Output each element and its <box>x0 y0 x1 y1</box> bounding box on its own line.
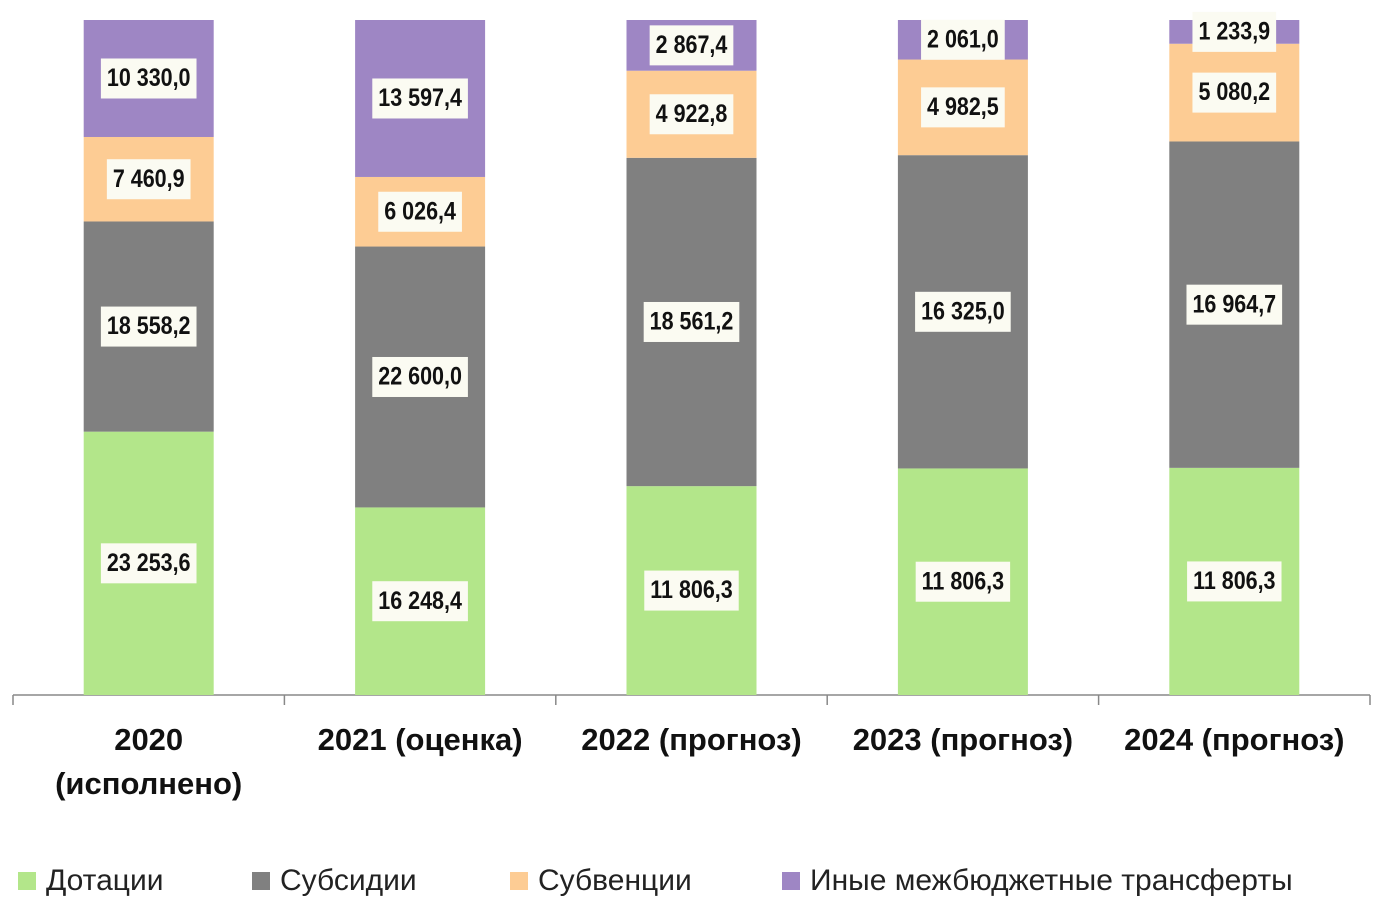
data-label-box <box>1192 72 1277 113</box>
data-label: 2 867,4 <box>649 25 734 66</box>
legend-swatch <box>252 872 270 890</box>
data-label: 22 600,0 <box>372 356 468 397</box>
data-label-text: 2 867,4 <box>656 30 728 58</box>
data-label: 16 248,4 <box>372 581 468 622</box>
legend-label: Дотации <box>46 864 163 897</box>
data-label: 11 806,3 <box>1187 561 1282 602</box>
data-label-box <box>649 25 734 66</box>
data-label-box <box>1192 11 1277 52</box>
data-label: 5 080,2 <box>1192 72 1277 113</box>
data-label: 6 026,4 <box>378 191 462 232</box>
data-label-text: 18 561,2 <box>650 307 734 335</box>
data-label-text: 16 248,4 <box>378 586 462 614</box>
data-label-text: 22 600,0 <box>378 362 462 390</box>
data-label-box <box>644 570 739 611</box>
data-label: 4 982,5 <box>921 87 1005 128</box>
data-label-text: 4 922,8 <box>656 99 728 127</box>
data-label-box <box>649 94 734 135</box>
x-tick-label: 2022 (прогноз) <box>581 722 802 757</box>
data-label: 16 964,7 <box>1186 284 1283 325</box>
data-label-text: 13 597,4 <box>378 84 462 112</box>
data-label: 7 460,9 <box>106 159 191 200</box>
data-label-text: 18 558,2 <box>107 312 191 340</box>
legend-label: Субвенции <box>538 864 692 897</box>
x-tick-label: 2020 (исполнено) <box>55 722 243 801</box>
data-label: 11 806,3 <box>644 570 739 611</box>
data-label: 1 233,9 <box>1192 11 1277 52</box>
data-label-box <box>100 58 197 99</box>
data-label-box <box>372 581 468 622</box>
legend-swatch <box>782 872 800 890</box>
x-tick-label: 2024 (прогноз) <box>1124 722 1345 757</box>
data-label-box <box>1187 561 1282 602</box>
data-label-box <box>915 561 1011 602</box>
data-label-box <box>372 356 468 397</box>
data-label: 18 561,2 <box>643 301 740 342</box>
data-label-text: 10 330,0 <box>107 64 191 92</box>
data-label: 2 061,0 <box>921 19 1005 60</box>
data-label-text: 2 061,0 <box>927 25 999 53</box>
data-label-text: 11 806,3 <box>922 567 1004 595</box>
data-label-text: 6 026,4 <box>384 197 456 225</box>
data-label-text: 16 325,0 <box>921 297 1005 325</box>
data-label-text: 11 806,3 <box>1193 567 1275 595</box>
data-label-box <box>378 191 462 232</box>
data-label-box <box>921 19 1005 60</box>
data-label-text: 4 982,5 <box>927 92 999 120</box>
data-label: 23 253,6 <box>100 543 197 584</box>
data-label: 11 806,3 <box>915 561 1011 602</box>
data-label-box <box>106 159 191 200</box>
x-tick-label: 2023 (прогноз) <box>852 722 1074 757</box>
data-label: 10 330,0 <box>100 58 197 99</box>
data-label: 13 597,4 <box>372 78 468 119</box>
data-label-box <box>100 543 197 584</box>
data-label-text: 7 460,9 <box>113 164 185 192</box>
data-label-text: 11 806,3 <box>650 576 732 604</box>
data-label-box <box>100 306 197 347</box>
data-label-box <box>915 291 1011 332</box>
legend-label: Субсидии <box>280 864 417 897</box>
legend-swatch <box>18 872 36 890</box>
data-label: 16 325,0 <box>915 291 1011 332</box>
x-tick-label: 2021 (оценка) <box>317 722 523 757</box>
data-label: 4 922,8 <box>649 94 734 135</box>
legend-label: Иные межбюджетные трансферты <box>810 864 1293 897</box>
data-label-box <box>1186 284 1283 325</box>
data-label: 18 558,2 <box>100 306 197 347</box>
data-label-text: 23 253,6 <box>107 548 191 576</box>
data-label-box <box>643 301 740 342</box>
data-label-box <box>372 78 468 119</box>
data-label-text: 1 233,9 <box>1198 17 1270 45</box>
legend-swatch <box>510 872 528 890</box>
data-label-box <box>921 87 1005 128</box>
data-label-text: 16 964,7 <box>1192 290 1276 318</box>
data-label-text: 5 080,2 <box>1198 78 1270 106</box>
